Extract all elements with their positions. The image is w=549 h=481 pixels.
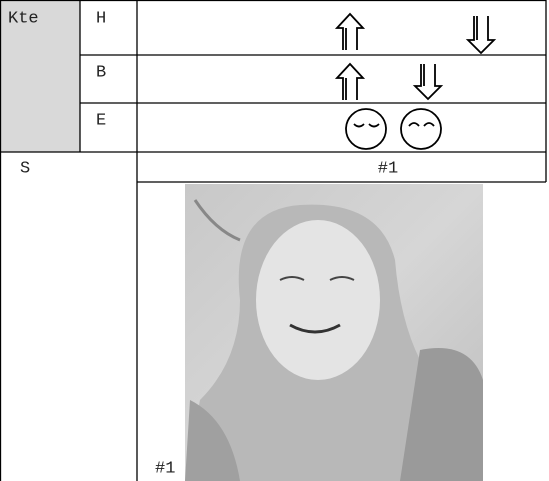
row-label: B — [96, 63, 106, 82]
caption: #1 — [378, 159, 398, 178]
face-icons — [345, 108, 442, 150]
header-cell-bg — [0, 0, 80, 152]
row-label: H — [96, 9, 106, 28]
section-label: S — [20, 159, 30, 178]
arrow-icons — [334, 12, 497, 101]
row-label: E — [96, 111, 106, 130]
photo — [185, 184, 483, 481]
header-label: Kte — [8, 9, 39, 28]
image-label: #1 — [155, 459, 175, 478]
